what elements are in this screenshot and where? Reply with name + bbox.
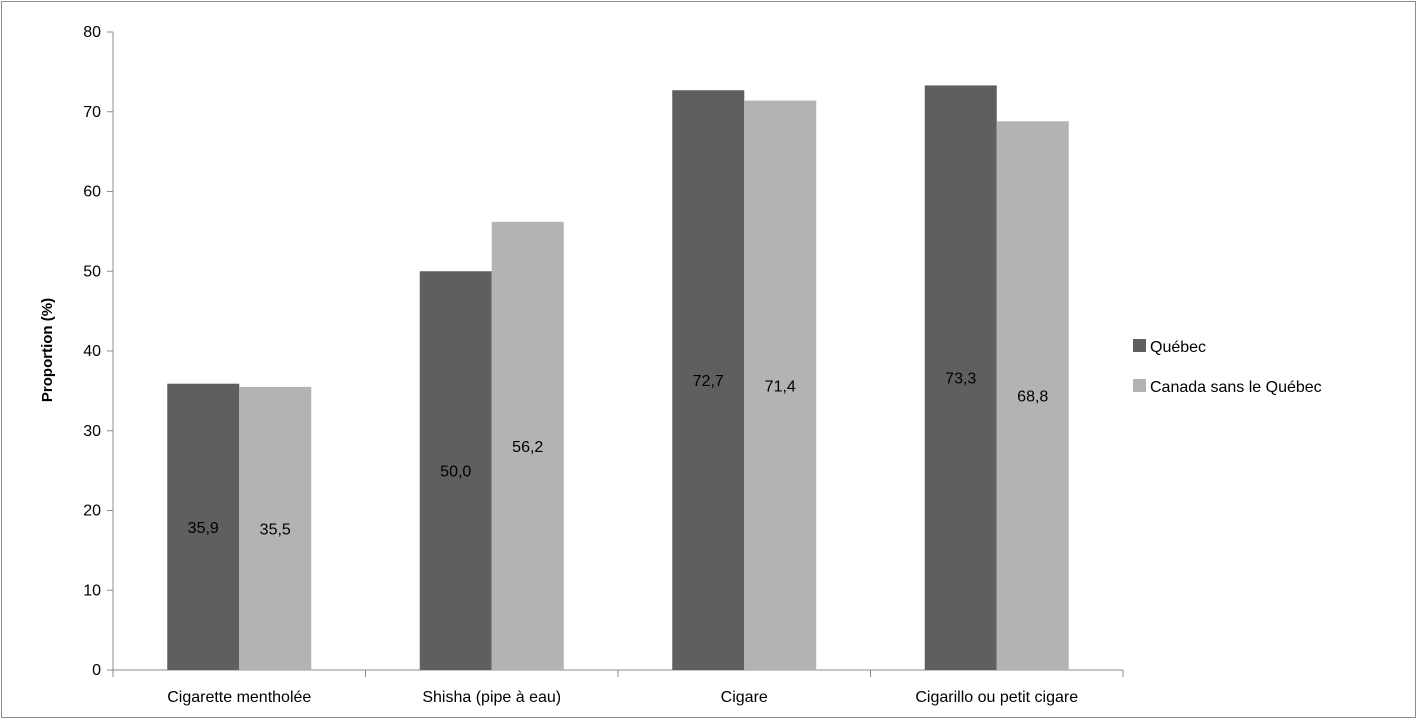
y-axis-title: Proportion (%) <box>39 298 56 402</box>
legend-swatch <box>1133 379 1146 392</box>
legend-label: Canada sans le Québec <box>1150 379 1322 396</box>
bar <box>924 85 997 671</box>
y-tick-label: 70 <box>83 104 101 121</box>
data-label: 50,0 <box>440 464 471 481</box>
y-tick-label: 10 <box>83 582 101 599</box>
x-category-label: Cigarette mentholée <box>167 689 311 706</box>
x-category-label: Shisha (pipe à eau) <box>422 689 561 706</box>
data-label: 73,3 <box>945 371 976 388</box>
y-tick-label: 80 <box>83 24 101 41</box>
bar <box>996 121 1069 670</box>
bar <box>672 90 745 670</box>
legend: Québec Canada sans le Québec <box>1133 339 1322 396</box>
bar <box>167 383 240 670</box>
y-tick-label: 20 <box>83 503 101 520</box>
data-labels: 35,9 35,5 50,0 56,2 72,7 71,4 73,3 68,8 <box>188 371 1049 539</box>
y-axis: 0 10 20 30 40 50 60 70 80 <box>83 24 114 679</box>
bar <box>419 271 492 670</box>
x-category-label: Cigarillo ou petit cigare <box>915 689 1078 706</box>
y-tick-label: 60 <box>83 184 101 201</box>
data-label: 35,5 <box>260 521 291 538</box>
x-category-label: Cigare <box>721 689 768 706</box>
data-label: 56,2 <box>512 439 543 456</box>
data-label: 68,8 <box>1017 389 1048 406</box>
data-label: 71,4 <box>765 378 796 395</box>
y-tick-label: 50 <box>83 263 101 280</box>
x-axis: Cigarette mentholée Shisha (pipe à eau) Ci… <box>112 669 1124 706</box>
y-tick-label: 30 <box>83 423 101 440</box>
bar <box>239 386 312 670</box>
bars <box>167 85 1069 671</box>
bar <box>491 221 564 670</box>
data-label: 35,9 <box>188 520 219 537</box>
legend-swatch <box>1133 339 1146 352</box>
legend-label: Québec <box>1150 339 1206 356</box>
bar <box>744 100 817 670</box>
y-tick-label: 40 <box>83 343 101 360</box>
data-label: 72,7 <box>693 373 724 390</box>
y-tick-label: 0 <box>92 662 101 679</box>
